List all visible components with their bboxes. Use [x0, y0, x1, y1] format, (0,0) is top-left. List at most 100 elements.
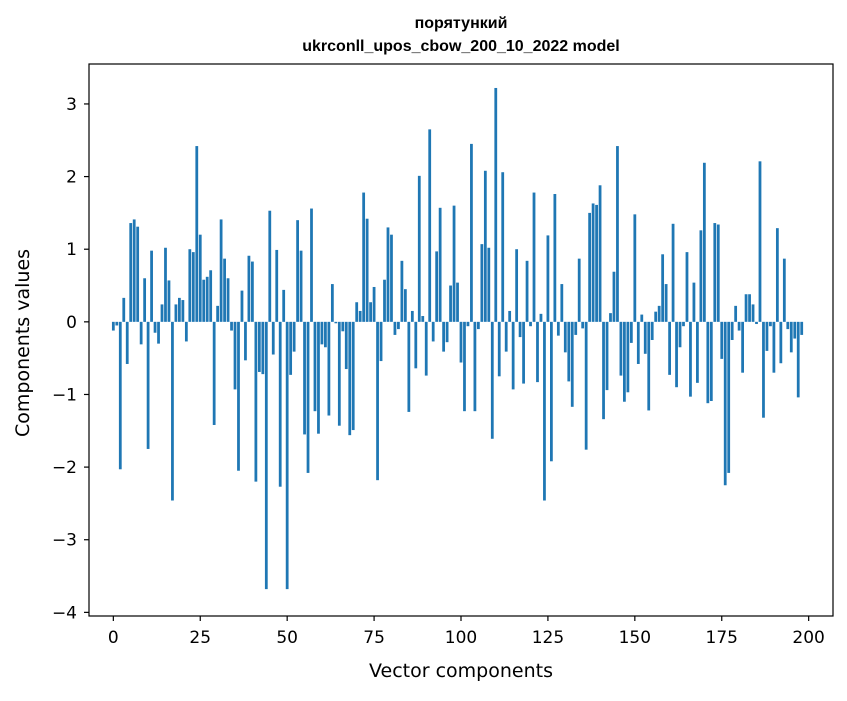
- bar-component-78: [383, 279, 386, 322]
- bar-component-24: [195, 146, 199, 322]
- bar-component-173: [713, 223, 717, 322]
- bar-component-124: [543, 321, 546, 501]
- bar-component-156: [654, 311, 658, 322]
- bar-component-170: [702, 162, 706, 322]
- bar-component-181: [741, 321, 744, 373]
- bar-component-50: [285, 321, 289, 590]
- bar-component-148: [626, 321, 630, 393]
- bar-component-67: [344, 321, 348, 370]
- bar-component-5: [129, 223, 133, 322]
- bar-component-89: [421, 316, 425, 322]
- bars-group: [111, 87, 804, 590]
- bar-component-106: [480, 244, 484, 322]
- bar-component-36: [237, 321, 240, 471]
- bar-component-164: [682, 321, 685, 327]
- bar-component-96: [445, 321, 449, 343]
- bar-component-56: [306, 321, 310, 473]
- bar-component-182: [744, 294, 748, 322]
- bar-component-48: [278, 321, 282, 487]
- bar-component-129: [560, 284, 564, 322]
- bar-component-97: [449, 285, 452, 322]
- bar-component-39: [247, 255, 251, 322]
- bar-component-77: [379, 321, 383, 362]
- bar-component-159: [664, 284, 668, 322]
- bar-component-40: [251, 261, 254, 322]
- bar-component-157: [657, 305, 661, 322]
- bar-component-134: [577, 258, 581, 322]
- bar-component-70: [355, 302, 359, 322]
- bar-component-9: [143, 278, 147, 322]
- bar-component-99: [456, 282, 459, 322]
- bar-component-63: [330, 284, 334, 322]
- bar-component-19: [178, 297, 181, 322]
- x-axis-ticks: 0 25 50 75 100 125 150 175 200: [108, 616, 825, 648]
- y-tick-label: 2: [66, 168, 77, 188]
- bar-component-171: [706, 321, 710, 404]
- bar-component-116: [515, 249, 519, 322]
- bar-component-103: [470, 143, 473, 322]
- bar-component-152: [640, 314, 644, 322]
- bar-component-163: [678, 321, 682, 348]
- bar-component-29: [212, 321, 216, 425]
- bar-component-82: [397, 321, 400, 330]
- bar-component-90: [424, 321, 428, 376]
- bar-component-153: [643, 321, 647, 354]
- bar-component-122: [536, 321, 539, 383]
- y-axis-ticks: −4 −3 −2 −1 0 1 2 3: [52, 95, 89, 623]
- bar-component-57: [310, 208, 313, 322]
- bar-component-84: [403, 289, 407, 322]
- x-tick-label: 75: [363, 628, 385, 648]
- y-axis-label: Components values: [12, 249, 34, 437]
- bar-component-126: [550, 321, 553, 462]
- bar-component-179: [734, 305, 738, 322]
- bar-component-136: [584, 321, 588, 450]
- bar-component-165: [685, 252, 689, 322]
- bar-component-94: [438, 207, 442, 322]
- bar-component-87: [414, 321, 418, 369]
- bar-component-121: [532, 192, 536, 322]
- bar-component-7: [136, 226, 140, 322]
- bar-component-8: [139, 321, 143, 345]
- bar-component-140: [598, 185, 602, 322]
- bar-component-146: [619, 321, 623, 376]
- bar-component-0: [111, 321, 115, 331]
- bar-component-150: [633, 214, 637, 322]
- bar-component-192: [779, 321, 783, 364]
- y-tick-label: −2: [52, 458, 77, 478]
- bar-component-177: [727, 321, 731, 473]
- bar-component-143: [609, 313, 612, 322]
- bar-component-37: [240, 290, 244, 322]
- bar-component-51: [289, 321, 293, 375]
- bar-component-174: [716, 224, 720, 322]
- bar-component-18: [174, 304, 178, 322]
- bar-component-139: [595, 204, 598, 322]
- x-tick-label: 100: [445, 628, 477, 648]
- bar-component-183: [748, 294, 751, 322]
- bar-component-190: [772, 321, 776, 373]
- bar-component-91: [428, 129, 432, 322]
- bar-component-158: [661, 254, 665, 322]
- bar-component-161: [671, 223, 675, 322]
- bar-component-196: [793, 321, 797, 339]
- x-tick-label: 200: [792, 628, 824, 648]
- bar-component-166: [689, 321, 692, 397]
- bar-component-1: [115, 321, 119, 326]
- bar-component-71: [358, 310, 362, 322]
- bar-component-197: [796, 321, 800, 398]
- bar-component-43: [261, 321, 265, 375]
- x-axis-label: Vector components: [369, 660, 553, 682]
- x-tick-label: 150: [619, 628, 651, 648]
- bar-component-169: [699, 230, 703, 322]
- bar-component-72: [362, 192, 366, 322]
- bar-component-142: [605, 321, 609, 391]
- bar-component-125: [546, 235, 550, 322]
- bar-component-83: [400, 260, 404, 322]
- bar-component-12: [153, 321, 157, 333]
- bar-component-66: [341, 321, 345, 332]
- bar-component-128: [556, 321, 560, 336]
- bar-component-108: [487, 247, 491, 322]
- bar-component-100: [459, 321, 463, 363]
- bar-component-44: [264, 321, 268, 590]
- bar-component-41: [254, 321, 258, 482]
